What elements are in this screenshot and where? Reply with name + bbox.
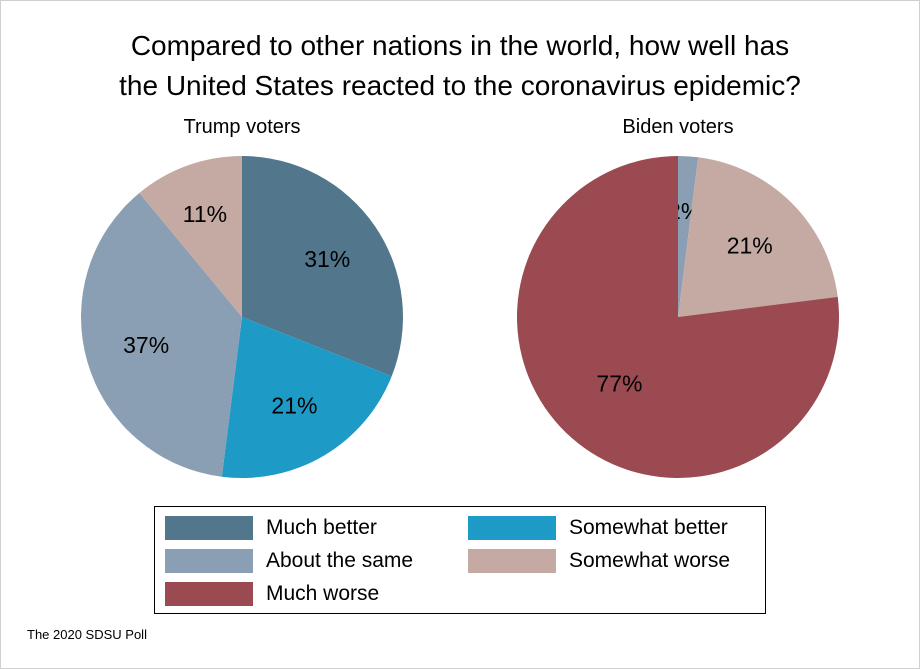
legend-label-about-the-same: About the same <box>266 549 414 572</box>
legend-swatch-much-better <box>165 516 253 540</box>
pie-slice-trump-somewhat-worse <box>139 156 242 317</box>
pie-label-trump-about-the-same: 37% <box>123 332 169 358</box>
legend-label-much-better: Much better <box>266 516 377 539</box>
legend-item-about-the-same: About the same <box>165 548 413 574</box>
legend-label-somewhat-worse: Somewhat worse <box>569 549 731 572</box>
source-note: The 2020 SDSU Poll <box>27 627 147 642</box>
legend-item-somewhat-better: Somewhat better <box>468 515 728 541</box>
chart-title-line-1: Compared to other nations in the world, … <box>130 30 790 61</box>
legend: Much better Somewhat better About the sa… <box>154 506 766 614</box>
pie-label-trump-much-better: 31% <box>304 246 350 272</box>
pie-slice-biden-much-worse <box>516 156 839 478</box>
legend-swatch-much-worse <box>165 582 253 606</box>
legend-item-somewhat-worse: Somewhat worse <box>468 548 730 574</box>
pie-slice-biden-somewhat-worse <box>678 157 838 317</box>
legend-swatch-somewhat-better <box>468 516 556 540</box>
pie-title-trump: Trump voters <box>183 116 301 138</box>
pie-label-trump-somewhat-worse: 11% <box>183 201 227 227</box>
pie-label-trump-somewhat-better: 21% <box>271 393 317 419</box>
legend-label-much-worse: Much worse <box>266 582 380 605</box>
chart-title: Compared to other nations in the world, … <box>0 26 920 106</box>
pie-slice-trump-about-the-same <box>81 192 243 477</box>
pie-slice-biden-about-the-same <box>678 156 699 317</box>
pie-trump: 31% 21% 37% 11% <box>81 156 403 479</box>
pie-biden: 2%21%77% <box>516 156 839 478</box>
pie-title-biden: Biden voters <box>622 116 734 138</box>
pie-slice-trump-somewhat-better <box>221 317 392 479</box>
legend-swatch-somewhat-worse <box>468 549 556 573</box>
legend-item-much-worse: Much worse <box>165 581 379 607</box>
pie-label-biden-somewhat-worse: 21% <box>727 232 773 258</box>
legend-label-somewhat-better: Somewhat better <box>569 516 728 539</box>
chart-title-line-2: the United States reacted to the coronav… <box>119 70 801 101</box>
pie-label-biden-much-worse: 77% <box>596 370 642 396</box>
pie-slice-trump-much-better <box>242 156 403 377</box>
legend-swatch-about-the-same <box>165 549 253 573</box>
legend-item-much-better: Much better <box>165 515 377 541</box>
